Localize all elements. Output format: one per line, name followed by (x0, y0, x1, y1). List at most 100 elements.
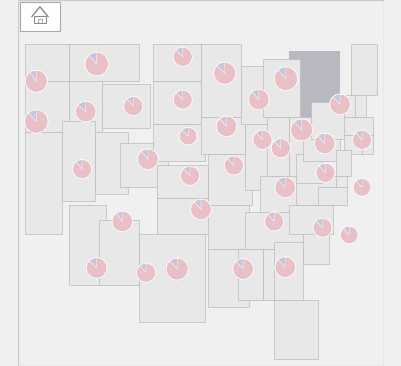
Bar (153, 124, 204, 161)
Wedge shape (26, 110, 48, 133)
Bar (38, 19, 41, 23)
Wedge shape (232, 259, 253, 274)
Wedge shape (24, 110, 48, 130)
Bar (157, 165, 208, 198)
Wedge shape (86, 258, 107, 278)
Bar (317, 187, 346, 205)
Wedge shape (273, 67, 296, 90)
Wedge shape (166, 258, 188, 280)
Bar (98, 220, 138, 285)
Wedge shape (173, 90, 192, 109)
Wedge shape (312, 218, 331, 237)
Wedge shape (248, 89, 268, 105)
Wedge shape (234, 259, 253, 279)
Wedge shape (271, 139, 290, 158)
Wedge shape (248, 89, 268, 110)
Bar (343, 95, 354, 117)
Bar (208, 205, 248, 249)
Bar (244, 124, 270, 190)
Bar (95, 132, 128, 194)
Bar (288, 117, 314, 176)
Wedge shape (340, 226, 357, 244)
Wedge shape (24, 110, 48, 133)
Wedge shape (213, 62, 235, 80)
Wedge shape (265, 212, 283, 231)
Wedge shape (252, 130, 271, 145)
Wedge shape (329, 94, 349, 115)
FancyBboxPatch shape (20, 2, 60, 31)
Wedge shape (224, 156, 243, 172)
Wedge shape (166, 258, 187, 280)
Wedge shape (273, 67, 297, 90)
Wedge shape (271, 139, 289, 158)
Wedge shape (190, 199, 211, 215)
Wedge shape (215, 62, 235, 84)
Wedge shape (213, 62, 235, 84)
Wedge shape (274, 177, 295, 193)
Bar (273, 242, 303, 300)
Bar (62, 121, 95, 201)
Wedge shape (329, 94, 349, 110)
Wedge shape (352, 130, 371, 149)
Wedge shape (352, 130, 371, 145)
Bar (102, 84, 150, 128)
Bar (266, 117, 288, 176)
Wedge shape (173, 47, 192, 66)
Bar (69, 44, 138, 81)
Wedge shape (273, 67, 297, 85)
Wedge shape (314, 133, 334, 149)
Bar (336, 176, 346, 194)
Wedge shape (75, 101, 96, 122)
Bar (153, 44, 200, 81)
Bar (303, 227, 328, 264)
Wedge shape (124, 97, 142, 116)
Bar (241, 66, 273, 124)
Wedge shape (271, 139, 290, 153)
Bar (153, 81, 200, 124)
Wedge shape (88, 258, 107, 278)
Wedge shape (312, 218, 331, 233)
Wedge shape (315, 163, 334, 178)
Wedge shape (72, 160, 91, 174)
Wedge shape (86, 258, 106, 278)
Wedge shape (276, 177, 295, 198)
Wedge shape (173, 47, 192, 66)
Bar (200, 44, 241, 117)
Wedge shape (180, 166, 199, 185)
Bar (343, 135, 361, 154)
Wedge shape (137, 149, 158, 164)
Wedge shape (190, 199, 211, 220)
Wedge shape (317, 163, 334, 182)
Wedge shape (73, 160, 91, 179)
Wedge shape (112, 211, 132, 232)
Wedge shape (25, 70, 47, 92)
Bar (273, 300, 317, 359)
Wedge shape (292, 119, 312, 141)
Bar (157, 198, 211, 234)
Bar (120, 143, 168, 187)
Wedge shape (274, 257, 295, 273)
Wedge shape (25, 70, 43, 92)
Bar (361, 135, 372, 154)
Wedge shape (276, 257, 295, 277)
Wedge shape (126, 97, 142, 116)
Wedge shape (252, 130, 270, 149)
Wedge shape (272, 139, 290, 158)
Wedge shape (173, 90, 192, 109)
Bar (237, 249, 263, 300)
Wedge shape (173, 47, 191, 64)
Wedge shape (216, 116, 236, 132)
Wedge shape (179, 127, 196, 142)
Bar (296, 154, 321, 183)
Wedge shape (314, 218, 331, 237)
Wedge shape (290, 119, 311, 141)
Bar (69, 44, 102, 132)
Wedge shape (216, 116, 236, 137)
Wedge shape (24, 110, 44, 133)
Wedge shape (168, 258, 188, 280)
Wedge shape (224, 156, 243, 175)
Wedge shape (340, 226, 357, 240)
Bar (208, 249, 248, 307)
Bar (288, 51, 339, 124)
Bar (263, 249, 284, 300)
